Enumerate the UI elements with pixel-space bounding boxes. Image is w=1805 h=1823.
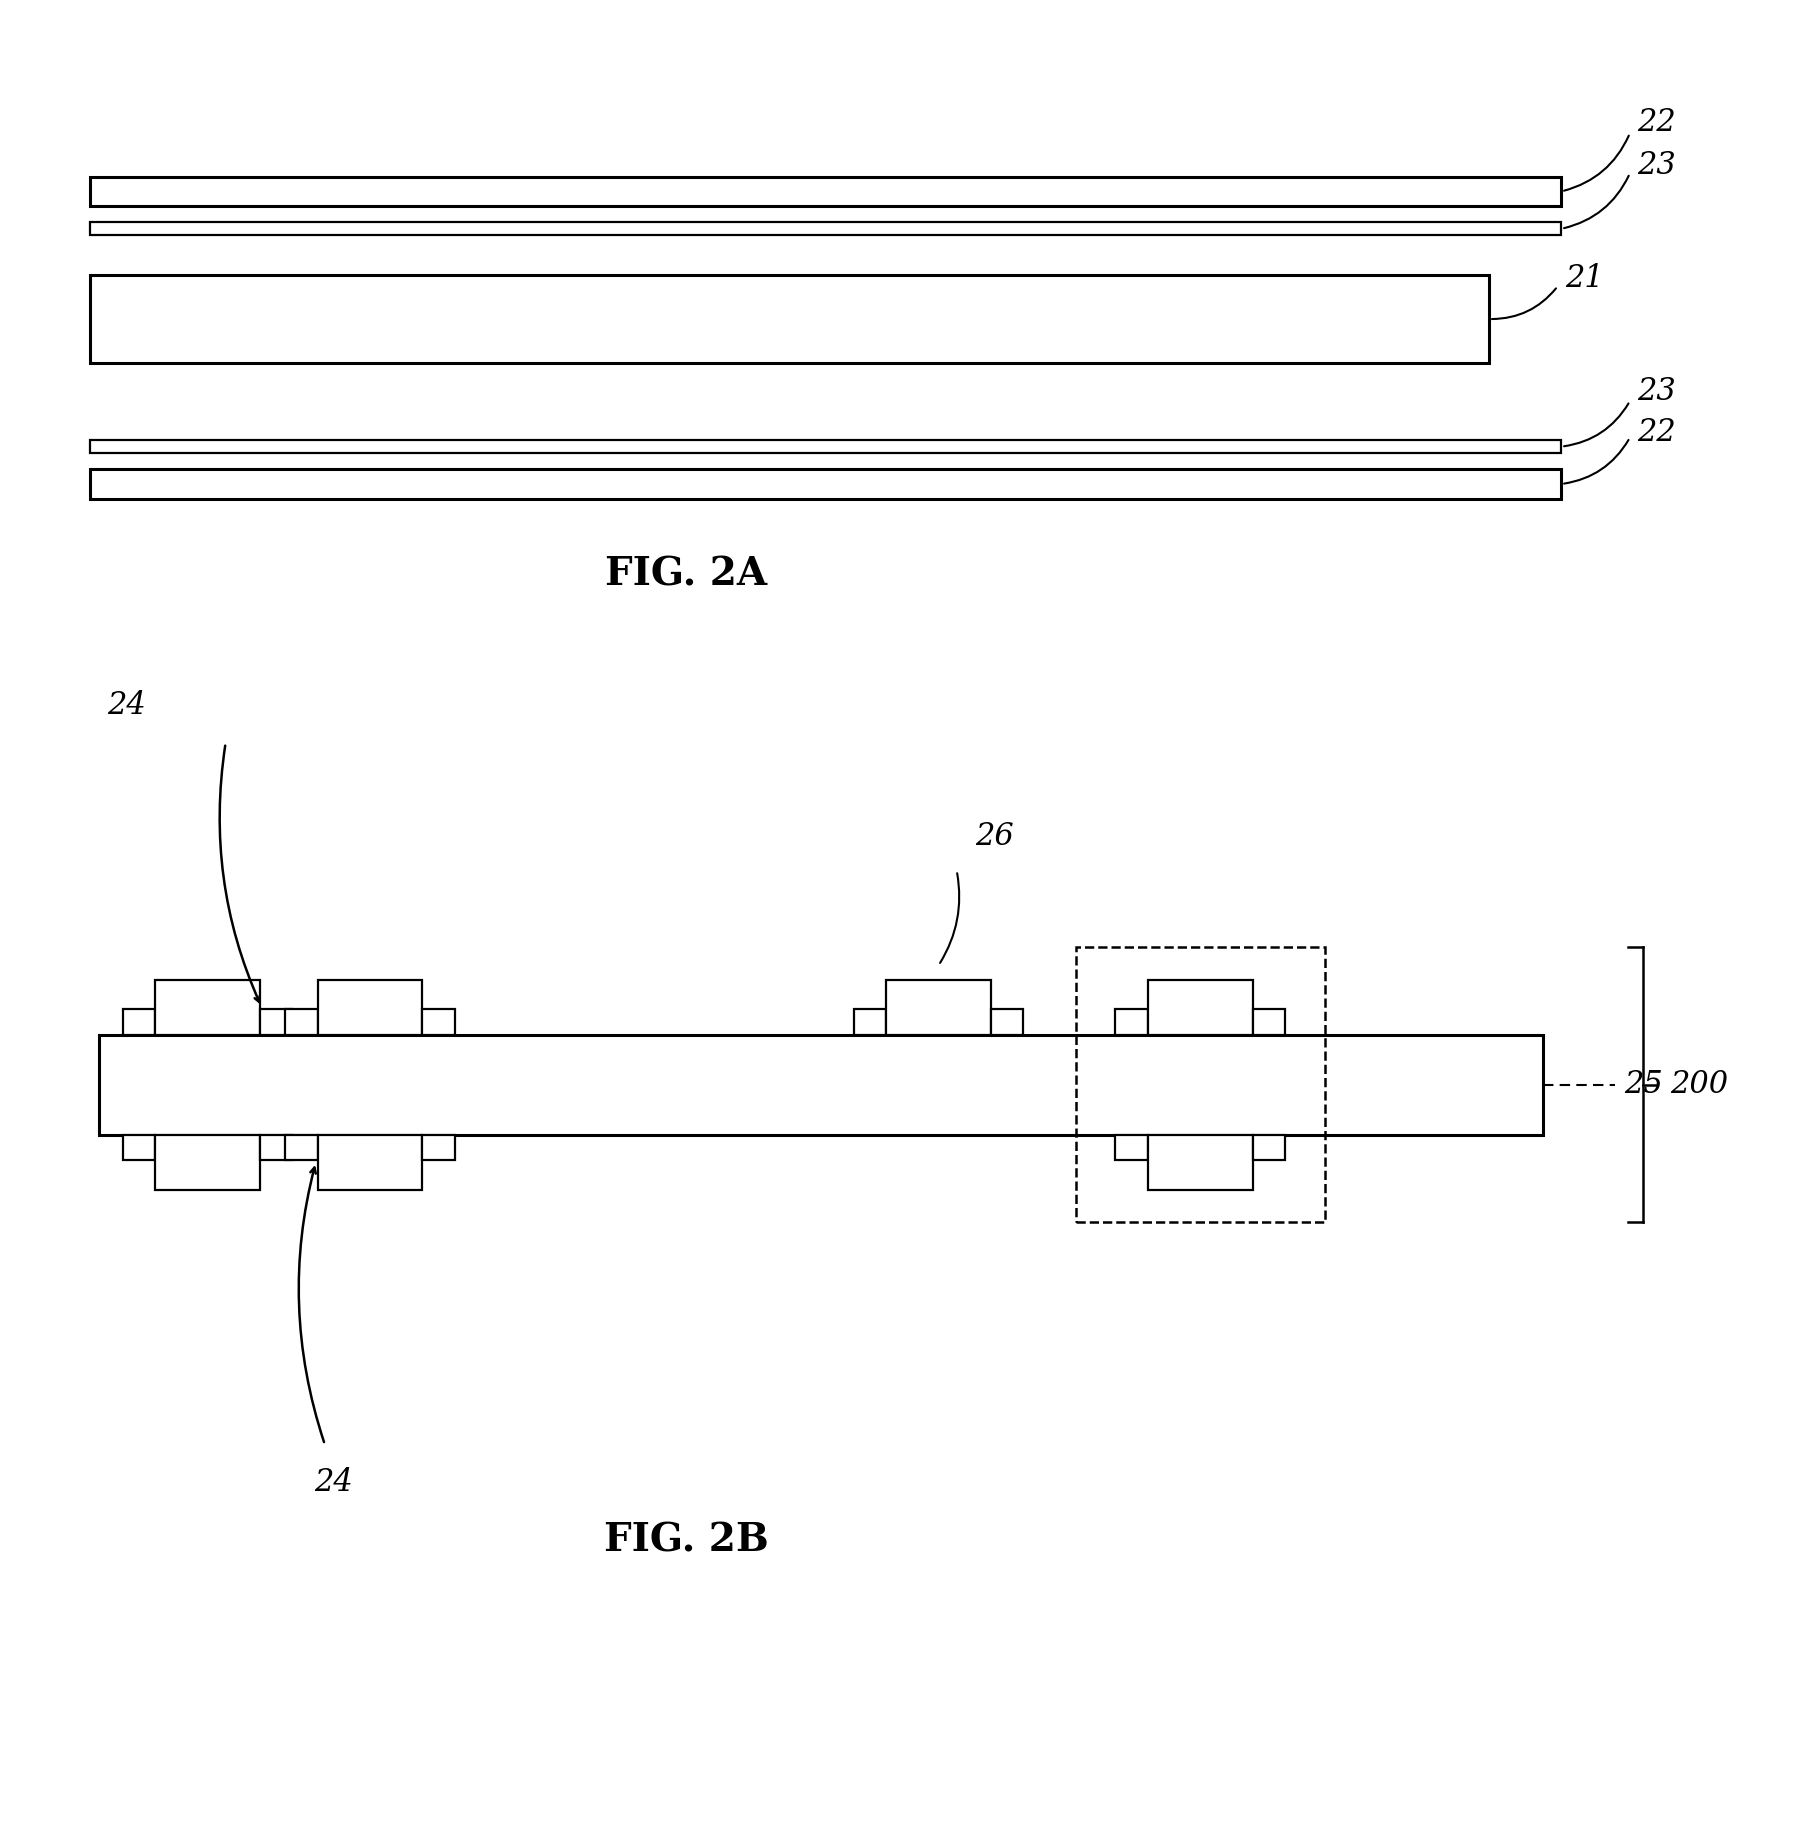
Bar xyxy=(123,1134,155,1161)
Bar xyxy=(90,177,1561,206)
Bar xyxy=(155,981,260,1034)
Bar xyxy=(1148,1134,1253,1189)
Bar xyxy=(155,1134,260,1189)
Text: FIG. 2B: FIG. 2B xyxy=(603,1522,769,1559)
Bar xyxy=(90,469,1561,498)
Bar xyxy=(1253,1008,1285,1034)
Bar xyxy=(1148,981,1253,1034)
Bar xyxy=(1253,1134,1285,1161)
Text: 24: 24 xyxy=(106,689,146,720)
Text: 200: 200 xyxy=(1670,1068,1727,1101)
Text: FIG. 2A: FIG. 2A xyxy=(605,556,767,592)
Bar xyxy=(318,981,422,1034)
Text: 23: 23 xyxy=(1637,149,1675,182)
Bar xyxy=(991,1008,1023,1034)
Bar xyxy=(285,1134,318,1161)
Text: 21: 21 xyxy=(1565,263,1603,295)
Text: 25: 25 xyxy=(1624,1068,1662,1101)
Bar xyxy=(1115,1134,1148,1161)
Text: 23: 23 xyxy=(1637,376,1675,408)
Bar xyxy=(1076,948,1325,1221)
Bar xyxy=(90,439,1561,452)
Bar xyxy=(285,1008,318,1034)
Bar xyxy=(99,1035,1543,1134)
Bar xyxy=(886,981,991,1034)
Bar xyxy=(1115,1008,1148,1034)
Text: 22: 22 xyxy=(1637,416,1675,448)
Bar xyxy=(90,222,1561,235)
Text: 24: 24 xyxy=(314,1466,354,1499)
Bar xyxy=(123,1008,155,1034)
Text: 22: 22 xyxy=(1637,106,1675,139)
Bar xyxy=(260,1134,292,1161)
Bar xyxy=(318,1134,422,1189)
Bar xyxy=(260,1008,292,1034)
Bar xyxy=(422,1008,455,1034)
Text: 26: 26 xyxy=(975,820,1013,853)
Bar xyxy=(422,1134,455,1161)
Bar xyxy=(90,275,1489,363)
Bar xyxy=(854,1008,886,1034)
